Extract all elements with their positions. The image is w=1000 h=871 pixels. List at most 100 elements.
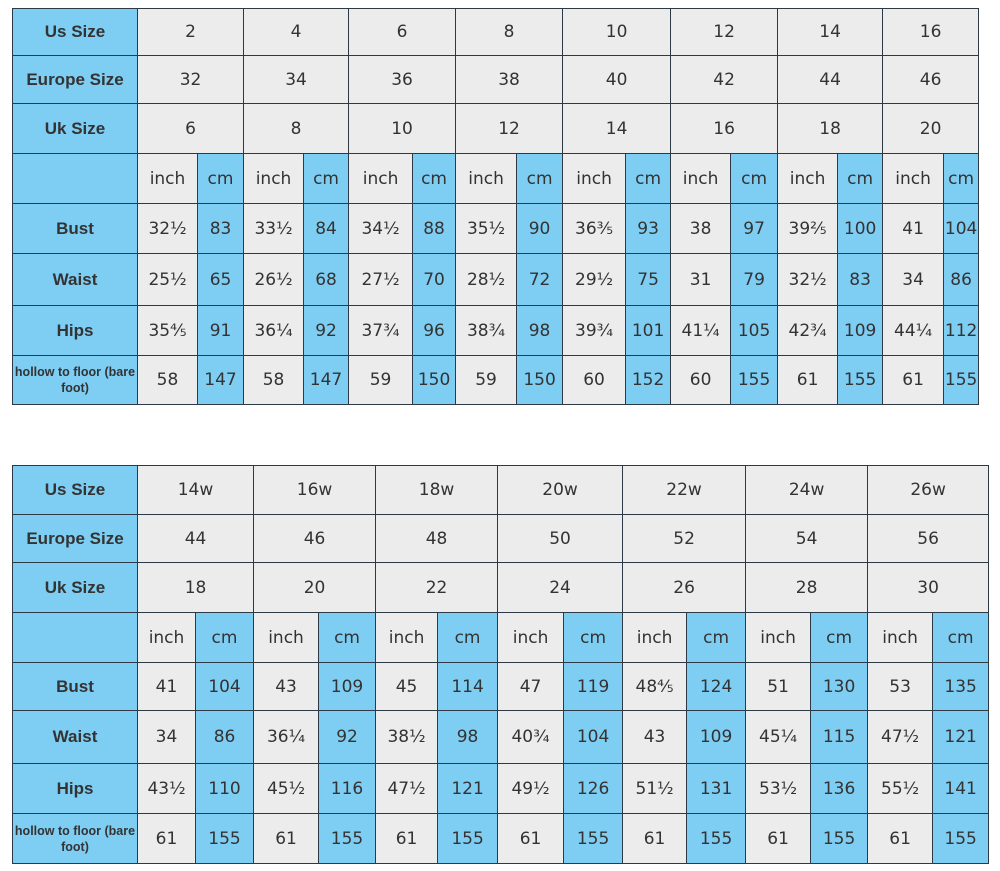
hollow-inch-cell: 61 <box>622 813 688 864</box>
unit-header-cm: cm <box>810 612 869 663</box>
hollow-inch-cell: 58 <box>243 355 305 405</box>
hips-inch-cell: 51½ <box>622 763 688 814</box>
hips-cm-cell: 141 <box>932 763 990 814</box>
hips-cm-cell: 105 <box>730 305 779 356</box>
unit-header-cm: cm <box>686 612 747 663</box>
bust-inch-cell: 39⅖ <box>777 203 839 254</box>
row-label-europe: Europe Size <box>12 514 138 563</box>
waist-cm-cell: 98 <box>437 710 499 764</box>
waist-inch-cell: 31 <box>670 253 732 306</box>
uk-size-cell: 28 <box>745 562 869 613</box>
bust-cm-cell: 97 <box>730 203 779 254</box>
hollow-inch-cell: 61 <box>882 355 945 405</box>
hips-inch-cell: 38¾ <box>455 305 518 356</box>
row-hips: Hips 43½ 110 45½ 116 47½ 121 49½ 126 51½ 131 53½ 136… <box>12 763 990 814</box>
bust-inch-cell: 43 <box>253 662 320 711</box>
unit-header-cm: cm <box>437 612 499 663</box>
europe-size-cell: 48 <box>375 514 499 563</box>
unit-header-inch: inch <box>622 612 688 663</box>
europe-size-cell: 52 <box>622 514 747 563</box>
waist-inch-cell: 43 <box>622 710 688 764</box>
us-size-cell: 8 <box>455 8 564 56</box>
bust-inch-cell: 45 <box>375 662 439 711</box>
row-label-waist: Waist <box>12 253 138 306</box>
europe-size-cell: 34 <box>243 55 350 104</box>
unit-header-inch: inch <box>867 612 934 663</box>
row-label-waist: Waist <box>12 710 138 764</box>
row-label-uk: Uk Size <box>12 562 138 613</box>
uk-size-cell: 14 <box>562 103 672 154</box>
bust-cm-cell: 124 <box>686 662 747 711</box>
uk-size-cell: 12 <box>455 103 564 154</box>
hips-cm-cell: 110 <box>194 763 255 814</box>
hips-cm-cell: 109 <box>837 305 884 356</box>
waist-inch-cell: 29½ <box>562 253 627 306</box>
europe-size-cell: 50 <box>497 514 624 563</box>
hips-cm-cell: 91 <box>196 305 245 356</box>
size-chart-standard: Us Size 2 4 6 8 10 12 14 16 Europe Size 32 34 36 38 40… <box>12 8 980 405</box>
hips-inch-cell: 42¾ <box>777 305 839 356</box>
bust-cm-cell: 84 <box>303 203 350 254</box>
row-units: inch cm inch cm inch cm inch cm inch cm inch cm inch… <box>12 612 990 663</box>
hollow-inch-cell: 61 <box>867 813 934 864</box>
waist-cm-cell: 79 <box>730 253 779 306</box>
row-hollow: hollow to floor (bare foot) 61 155 61 155 61 1… <box>12 813 990 864</box>
unit-header-cm: cm <box>318 612 377 663</box>
hips-cm-cell: 112 <box>943 305 980 356</box>
hips-inch-cell: 49½ <box>497 763 565 814</box>
hollow-inch-cell: 60 <box>562 355 627 405</box>
row-label-hips: Hips <box>12 763 138 814</box>
waist-inch-cell: 34 <box>137 710 196 764</box>
hips-cm-cell: 121 <box>437 763 499 814</box>
us-size-cell: 14w <box>136 465 255 515</box>
waist-cm-cell: 86 <box>194 710 255 764</box>
row-label-bust: Bust <box>12 203 138 254</box>
row-europe: Europe Size 44 46 48 50 52 54 56 <box>12 514 990 563</box>
row-label-hollow: hollow to floor (bare foot) <box>12 355 138 405</box>
unit-header-inch: inch <box>745 612 812 663</box>
hips-inch-cell: 37¾ <box>348 305 414 356</box>
hollow-inch-cell: 59 <box>348 355 414 405</box>
hips-inch-cell: 45½ <box>253 763 320 814</box>
uk-size-cell: 6 <box>136 103 245 154</box>
waist-inch-cell: 34 <box>882 253 945 306</box>
bust-inch-cell: 32½ <box>137 203 198 254</box>
hollow-cm-cell: 155 <box>194 813 255 864</box>
waist-cm-cell: 75 <box>625 253 672 306</box>
hollow-cm-cell: 147 <box>303 355 350 405</box>
waist-inch-cell: 45¼ <box>745 710 812 764</box>
bust-inch-cell: 33½ <box>243 203 305 254</box>
unit-header-inch: inch <box>375 612 439 663</box>
hollow-cm-cell: 155 <box>932 813 990 864</box>
hips-cm-cell: 101 <box>625 305 672 356</box>
hollow-cm-cell: 155 <box>563 813 624 864</box>
row-label-hips: Hips <box>12 305 138 356</box>
row-label-bust: Bust <box>12 662 138 711</box>
us-size-cell: 22w <box>622 465 747 515</box>
unit-header-cm: cm <box>563 612 624 663</box>
europe-size-cell: 46 <box>253 514 377 563</box>
europe-size-cell: 56 <box>867 514 990 563</box>
hips-cm-cell: 96 <box>412 305 457 356</box>
bust-cm-cell: 135 <box>932 662 990 711</box>
waist-cm-cell: 115 <box>810 710 869 764</box>
unit-header-inch: inch <box>253 612 320 663</box>
us-size-cell: 26w <box>867 465 990 515</box>
hips-cm-cell: 131 <box>686 763 747 814</box>
hips-inch-cell: 47½ <box>375 763 439 814</box>
unit-header-inch: inch <box>137 153 198 204</box>
uk-size-cell: 8 <box>243 103 350 154</box>
hips-inch-cell: 53½ <box>745 763 812 814</box>
uk-size-cell: 18 <box>136 562 255 613</box>
uk-size-cell: 10 <box>348 103 457 154</box>
hips-inch-cell: 35⅘ <box>137 305 198 356</box>
bust-cm-cell: 130 <box>810 662 869 711</box>
bust-cm-cell: 93 <box>625 203 672 254</box>
europe-size-cell: 42 <box>670 55 779 104</box>
hips-cm-cell: 126 <box>563 763 624 814</box>
us-size-cell: 10 <box>562 8 672 56</box>
row-uk: Uk Size 18 20 22 24 26 28 30 <box>12 562 990 613</box>
bust-inch-cell: 38 <box>670 203 732 254</box>
hollow-inch-cell: 61 <box>497 813 565 864</box>
europe-size-cell: 38 <box>455 55 564 104</box>
